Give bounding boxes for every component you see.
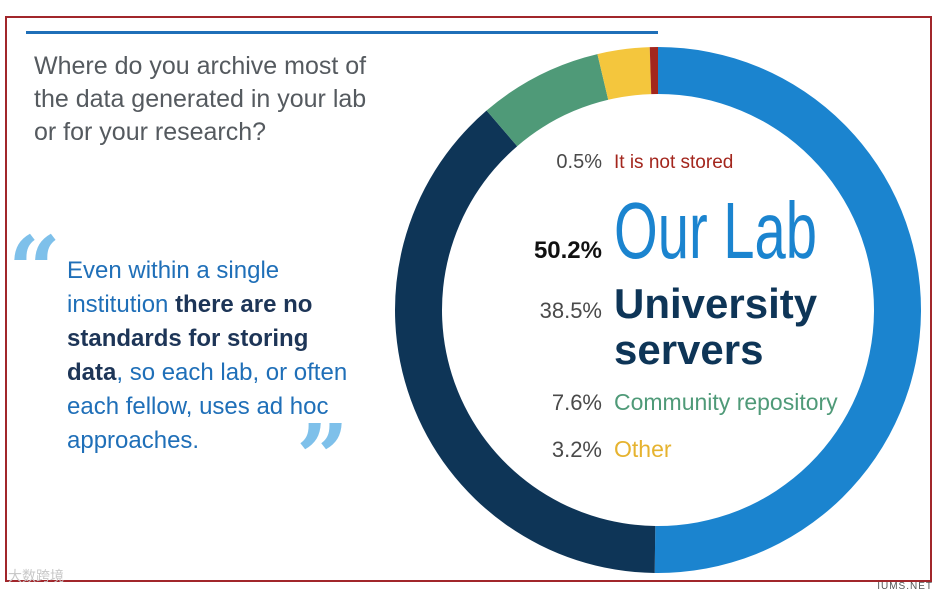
quote-text-part1: Even within a single institution [67, 257, 280, 318]
category-label-our-lab: Our Lab [614, 186, 817, 275]
percent-label-community-repository: 7.6% [552, 390, 602, 415]
donut-slice-university-servers [394, 110, 656, 573]
watermark-right: IUMS.NET [877, 581, 933, 592]
category-label-it-is-not-stored: It is not stored [614, 152, 733, 173]
donut-slice-other [597, 47, 652, 100]
header-rule [26, 31, 658, 34]
open-quote-icon: “ [8, 216, 61, 324]
category-label-community-repository: Community repository [614, 389, 838, 415]
donut-slice-our-lab [654, 47, 922, 573]
chart-title: Where do you archive most of the data ge… [34, 52, 367, 146]
donut-slice-it-is-not-stored [649, 47, 658, 95]
close-quote-icon: ” [296, 404, 349, 512]
category-label-university-servers-line2: servers [614, 326, 763, 373]
category-label-university-servers-line1: University [614, 280, 818, 327]
percent-label-it-is-not-stored: 0.5% [556, 151, 602, 173]
percent-label-other: 3.2% [552, 437, 602, 462]
watermark-left: 大数跨境 [8, 568, 64, 584]
donut-labels: 0.5% It is not stored 50.2% Our Lab 38.5% Uni… [534, 151, 838, 462]
quote-text-bold: there are no standards for storing data [67, 291, 313, 386]
quote-text-part2: , so each lab, or often each fellow, use… [67, 359, 348, 454]
infographic-frame [5, 16, 932, 582]
donut-slice-community-repository [486, 54, 609, 147]
percent-label-our-lab: 50.2% [534, 237, 602, 264]
donut-slices [394, 47, 922, 573]
category-label-other: Other [614, 436, 672, 462]
pull-quote: Even within a single institution there a… [67, 254, 359, 458]
percent-label-university-servers: 38.5% [540, 298, 602, 323]
